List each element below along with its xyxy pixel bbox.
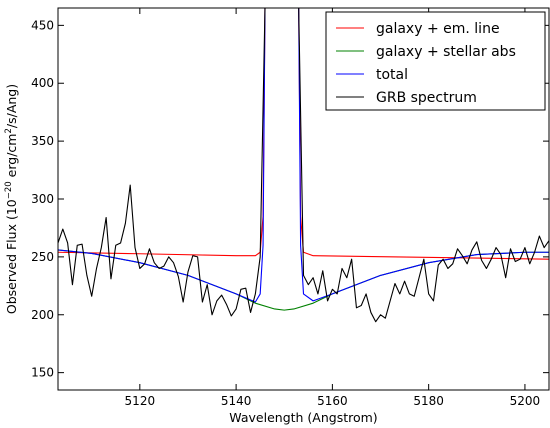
y-tick-label: 450: [31, 18, 54, 32]
plot-frame: [57, 7, 550, 391]
series-line-grb-spectrum: [58, 8, 549, 323]
y-axis-label-squared: 2: [4, 128, 14, 133]
y-axis-label: Observed Flux (10−20 erg/cm2/s/Ang): [4, 84, 19, 314]
series-line-total: [58, 8, 549, 303]
legend: galaxy + em. line galaxy + stellar abs t…: [325, 11, 546, 111]
y-tick-label: 150: [31, 366, 54, 380]
axis-ticks: 5120 5140 5160 5180 5200 150 200 250 300 350 400 45…: [31, 8, 549, 408]
x-tick-label: 5180: [413, 394, 444, 408]
y-axis-label-mid: erg/cm: [4, 134, 19, 182]
series-line-em-line: [58, 8, 549, 260]
y-tick-label: 300: [31, 192, 54, 206]
x-axis-label: Wavelength (Angstrom): [229, 410, 377, 425]
y-axis-label-prefix: Observed Flux (10: [4, 199, 19, 314]
y-tick-label: 350: [31, 134, 54, 148]
x-tick-label: 5140: [221, 394, 252, 408]
y-tick-label: 200: [31, 308, 54, 322]
legend-label-stellar-abs: galaxy + stellar abs: [376, 44, 516, 60]
y-tick-label: 250: [31, 250, 54, 264]
legend-label-total: total: [376, 67, 408, 83]
x-tick-label: 5120: [125, 394, 156, 408]
legend-label-grb-spectrum: GRB spectrum: [376, 90, 477, 106]
y-axis-label-suffix: /s/Ang): [4, 84, 19, 128]
x-tick-label: 5160: [317, 394, 348, 408]
y-axis-label-exponent: −20: [4, 181, 14, 199]
series-layer: [58, 8, 549, 323]
legend-label-em-line: galaxy + em. line: [376, 21, 500, 37]
x-tick-label: 5200: [510, 394, 541, 408]
y-tick-label: 400: [31, 76, 54, 90]
